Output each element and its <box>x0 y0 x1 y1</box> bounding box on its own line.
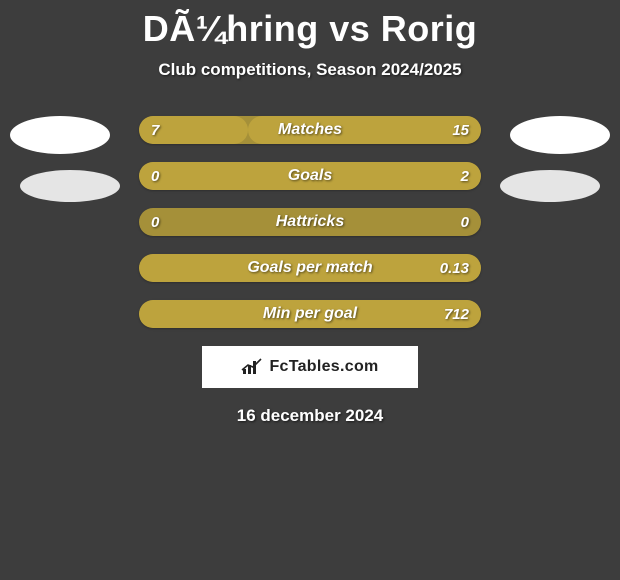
stats-area: 715Matches 02Goals 00Hattricks 0.13Goals pe… <box>0 116 620 426</box>
stat-row: 712Min per goal <box>139 300 481 328</box>
avatar-player2-a <box>510 116 610 154</box>
page-title: DÃ¼hring vs Rorig <box>0 0 620 50</box>
source-logo: FcTables.com <box>202 346 418 388</box>
stat-row: 02Goals <box>139 162 481 190</box>
stat-label: Hattricks <box>139 208 481 236</box>
stat-row: 0.13Goals per match <box>139 254 481 282</box>
stat-label: Matches <box>139 116 481 144</box>
stat-row: 00Hattricks <box>139 208 481 236</box>
snapshot-date: 16 december 2024 <box>0 406 620 426</box>
avatar-player1-b <box>20 170 120 202</box>
stat-label: Min per goal <box>139 300 481 328</box>
chart-icon <box>241 358 263 376</box>
logo-text: FcTables.com <box>269 358 378 376</box>
comparison-infographic: DÃ¼hring vs Rorig Club competitions, Sea… <box>0 0 620 580</box>
avatar-player1-a <box>10 116 110 154</box>
stat-label: Goals per match <box>139 254 481 282</box>
subtitle: Club competitions, Season 2024/2025 <box>0 60 620 80</box>
stat-row: 715Matches <box>139 116 481 144</box>
stat-bars: 715Matches 02Goals 00Hattricks 0.13Goals pe… <box>139 116 481 328</box>
stat-label: Goals <box>139 162 481 190</box>
avatar-player2-b <box>500 170 600 202</box>
